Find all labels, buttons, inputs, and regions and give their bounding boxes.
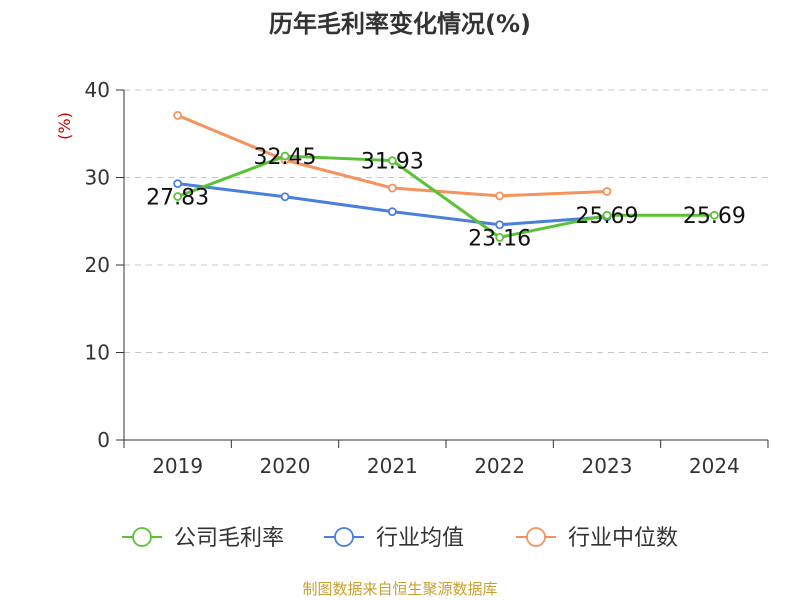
legend-marker xyxy=(132,527,152,547)
data-point xyxy=(280,151,290,161)
data-point xyxy=(495,232,505,242)
y-tick-label: 20 xyxy=(85,253,110,277)
series-line xyxy=(177,154,715,239)
data-label: 32.45 xyxy=(254,145,317,170)
data-point xyxy=(495,220,505,230)
legend-marker xyxy=(526,527,546,547)
x-tick-label: 2024 xyxy=(689,454,740,478)
data-point xyxy=(709,210,719,220)
chart-title: 历年毛利率变化情况(%) xyxy=(269,10,531,38)
data-point xyxy=(387,183,397,193)
y-tick-label: 10 xyxy=(85,341,110,365)
data-point xyxy=(173,192,183,201)
data-point xyxy=(602,187,612,196)
data-label: 25.69 xyxy=(576,204,639,229)
legend-label: 行业均值 xyxy=(376,526,464,551)
x-tick-label: 2022 xyxy=(474,454,525,478)
data-point xyxy=(280,192,290,202)
data-label: 27.83 xyxy=(146,185,209,210)
x-tick-label: 2023 xyxy=(582,454,633,478)
data-point xyxy=(387,156,397,166)
legend-marker xyxy=(334,527,354,547)
data-point xyxy=(173,110,183,120)
legend-label: 公司毛利率 xyxy=(174,526,284,551)
x-tick-label: 2021 xyxy=(367,454,418,478)
x-tick-label: 2019 xyxy=(152,454,203,478)
data-point xyxy=(602,210,612,220)
data-source-note: 制图数据来自恒生聚源数据库 xyxy=(302,580,498,598)
y-tick-label: 0 xyxy=(97,428,110,452)
data-point xyxy=(387,207,397,217)
data-point xyxy=(495,191,505,201)
y-tick-label: 30 xyxy=(85,166,110,190)
y-tick-label: 40 xyxy=(85,78,110,102)
data-label: 23.16 xyxy=(468,226,531,251)
legend-label: 行业中位数 xyxy=(568,526,678,551)
x-tick-label: 2020 xyxy=(260,454,311,478)
data-point xyxy=(173,179,183,189)
data-label: 31.93 xyxy=(361,150,424,175)
data-label: 25.69 xyxy=(683,204,746,229)
y-axis-label: (%) xyxy=(55,112,74,140)
